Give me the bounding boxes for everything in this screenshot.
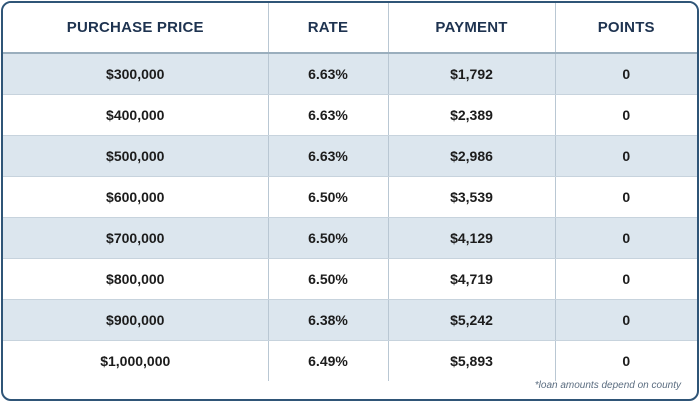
- purchase-price-cell: $600,000: [3, 176, 269, 218]
- points-cell: 0: [555, 176, 697, 218]
- points-cell: 0: [555, 340, 697, 381]
- header-row: PURCHASE PRICE RATE PAYMENT POINTS: [3, 3, 697, 54]
- purchase-price-cell: $1,000,000: [3, 340, 269, 381]
- payment-cell: $5,893: [388, 340, 556, 381]
- purchase-price-cell: $700,000: [3, 217, 269, 259]
- table-row: $300,000 6.63% $1,792 0: [3, 53, 697, 95]
- rate-cell: 6.49%: [268, 340, 389, 381]
- points-cell: 0: [555, 135, 697, 177]
- header-points: POINTS: [555, 3, 697, 54]
- rate-cell: 6.63%: [268, 53, 389, 95]
- points-cell: 0: [555, 94, 697, 136]
- payment-cell: $5,242: [388, 299, 556, 341]
- purchase-price-cell: $800,000: [3, 258, 269, 300]
- points-cell: 0: [555, 217, 697, 259]
- table-row: $1,000,000 6.49% $5,893 0: [3, 340, 697, 381]
- table-row: $700,000 6.50% $4,129 0: [3, 217, 697, 259]
- table-row: $400,000 6.63% $2,389 0: [3, 94, 697, 136]
- payment-cell: $4,719: [388, 258, 556, 300]
- header-rate: RATE: [268, 3, 389, 54]
- payment-cell: $2,389: [388, 94, 556, 136]
- loan-amount-footnote: *loan amounts depend on county: [534, 380, 681, 391]
- header-purchase-price: PURCHASE PRICE: [3, 3, 269, 54]
- payment-cell: $2,986: [388, 135, 556, 177]
- table-row: $800,000 6.50% $4,719 0: [3, 258, 697, 300]
- purchase-price-cell: $500,000: [3, 135, 269, 177]
- points-cell: 0: [555, 258, 697, 300]
- rate-table: PURCHASE PRICE RATE PAYMENT POINTS $300,…: [3, 3, 697, 381]
- table-row: $900,000 6.38% $5,242 0: [3, 299, 697, 341]
- purchase-price-cell: $900,000: [3, 299, 269, 341]
- payment-cell: $3,539: [388, 176, 556, 218]
- points-cell: 0: [555, 53, 697, 95]
- purchase-price-cell: $400,000: [3, 94, 269, 136]
- payment-cell: $4,129: [388, 217, 556, 259]
- purchase-price-cell: $300,000: [3, 53, 269, 95]
- header-payment: PAYMENT: [388, 3, 556, 54]
- rate-cell: 6.38%: [268, 299, 389, 341]
- rate-cell: 6.50%: [268, 176, 389, 218]
- rate-cell: 6.63%: [268, 94, 389, 136]
- rate-cell: 6.63%: [268, 135, 389, 177]
- payment-cell: $1,792: [388, 53, 556, 95]
- rate-cell: 6.50%: [268, 258, 389, 300]
- points-cell: 0: [555, 299, 697, 341]
- table-row: $500,000 6.63% $2,986 0: [3, 135, 697, 177]
- rate-cell: 6.50%: [268, 217, 389, 259]
- table-row: $600,000 6.50% $3,539 0: [3, 176, 697, 218]
